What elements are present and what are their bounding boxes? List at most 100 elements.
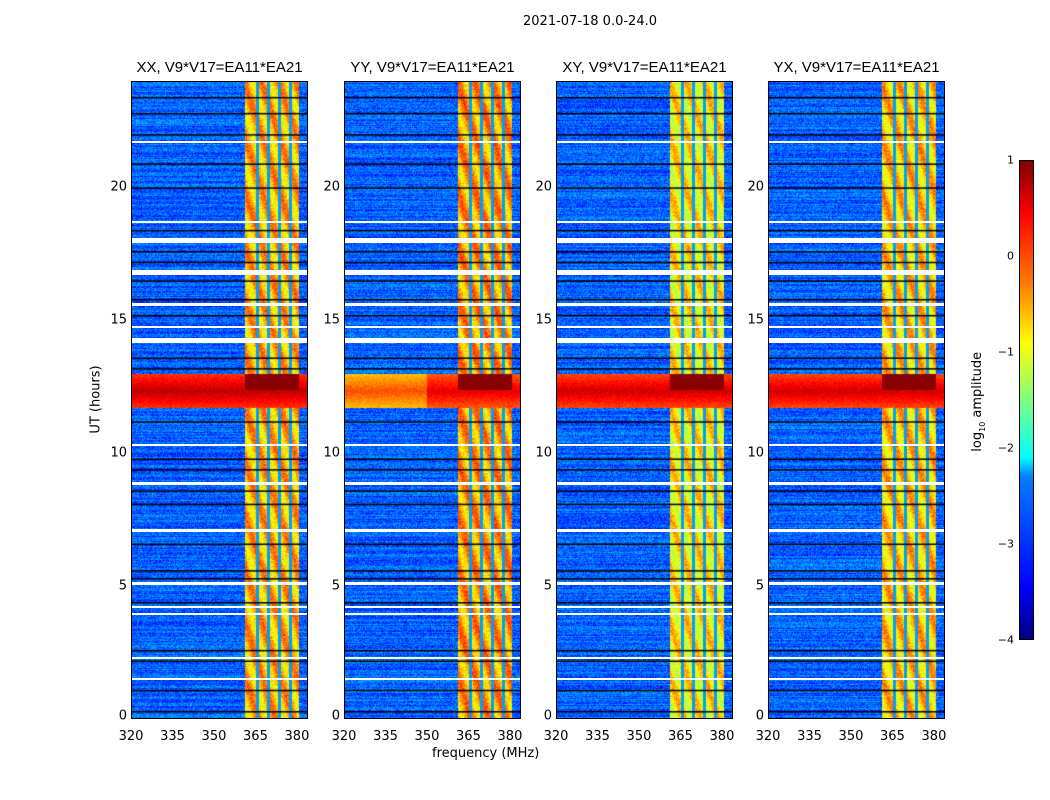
colorbar-label: log10 amplitude bbox=[970, 332, 990, 472]
colorbar-tick-label: 0 bbox=[1007, 249, 1014, 263]
x-tick-label: 335 bbox=[585, 729, 610, 744]
flagged-row bbox=[131, 677, 308, 681]
x-tick-label: 320 bbox=[331, 729, 357, 744]
colorbar-label-suffix: amplitude bbox=[970, 351, 986, 422]
colorbar-tick-label: −2 bbox=[997, 441, 1014, 455]
flagged-row bbox=[344, 582, 521, 585]
flagged-row bbox=[556, 606, 733, 609]
x-tick-label: 350 bbox=[838, 729, 864, 744]
colorbar-label-prefix: log bbox=[970, 431, 986, 452]
x-tick-label: 365 bbox=[456, 729, 481, 744]
flagged-row bbox=[556, 220, 733, 223]
y-tick-label: 5 bbox=[331, 578, 340, 594]
flagged-row bbox=[131, 302, 308, 306]
x-tick-label: 320 bbox=[118, 729, 144, 744]
flagged-row bbox=[131, 269, 308, 276]
y-tick-label: 5 bbox=[543, 578, 552, 594]
flagged-row bbox=[344, 302, 521, 306]
y-tick-label: 20 bbox=[110, 179, 127, 195]
flagged-row bbox=[131, 606, 308, 609]
flagged-row bbox=[556, 337, 733, 343]
flagged-row bbox=[768, 482, 945, 486]
flagged-row bbox=[344, 482, 521, 486]
y-tick-label: 0 bbox=[331, 708, 340, 724]
spectrogram-panel-2: YY, V9*V17=EA11*EA21 320 335 350 365 380 0 5 10 1… bbox=[323, 59, 522, 744]
flagged-row bbox=[131, 220, 308, 223]
heatmap-cells bbox=[768, 81, 945, 719]
y-tick-label: 10 bbox=[110, 445, 127, 461]
y-tick-label: 10 bbox=[323, 445, 340, 461]
y-tick-label: 20 bbox=[535, 179, 552, 195]
flagged-row bbox=[344, 269, 521, 276]
y-tick-label: 15 bbox=[747, 312, 764, 328]
colorbar-tick-label: 1 bbox=[1007, 153, 1014, 167]
panel-title: YY, V9*V17=EA11*EA21 bbox=[350, 59, 515, 76]
flagged-row bbox=[344, 443, 521, 446]
flagged-row bbox=[344, 656, 521, 659]
y-tick-label: 0 bbox=[118, 708, 127, 724]
y-tick-label: 0 bbox=[543, 708, 552, 724]
colorbar-tick-label: −3 bbox=[997, 537, 1014, 551]
x-tick-label: 350 bbox=[201, 729, 227, 744]
y-axis-label: UT (hours) bbox=[88, 365, 104, 434]
spectrogram-panel-4: YX, V9*V17=EA11*EA21 320 335 350 365 380 0 5 10 1… bbox=[747, 59, 946, 744]
y-tick-label: 10 bbox=[747, 445, 764, 461]
panel-title: XY, V9*V17=EA11*EA21 bbox=[562, 59, 727, 76]
x-axis-label: frequency (MHz) bbox=[432, 746, 540, 761]
flagged-row bbox=[556, 582, 733, 585]
flagged-row bbox=[556, 612, 733, 616]
flagged-row bbox=[556, 302, 733, 306]
colorbar-label-subscript: 10 bbox=[977, 421, 987, 432]
flagged-row bbox=[768, 656, 945, 659]
flagged-row bbox=[131, 612, 308, 616]
x-tick-label: 350 bbox=[414, 729, 440, 744]
flagged-row bbox=[768, 140, 945, 143]
flagged-row bbox=[344, 220, 521, 223]
flagged-row bbox=[131, 237, 308, 244]
flagged-row bbox=[131, 582, 308, 585]
flagged-row bbox=[556, 443, 733, 446]
flagged-row bbox=[344, 677, 521, 681]
flagged-row bbox=[344, 140, 521, 143]
flagged-row bbox=[556, 269, 733, 276]
x-tick-label: 380 bbox=[497, 729, 523, 744]
x-tick-label: 380 bbox=[921, 729, 947, 744]
flagged-row bbox=[768, 220, 945, 223]
x-tick-label: 365 bbox=[668, 729, 693, 744]
flagged-row bbox=[131, 482, 308, 486]
colorbar bbox=[1019, 160, 1034, 640]
heatmap-cells bbox=[344, 81, 521, 719]
flagged-row bbox=[131, 443, 308, 446]
y-tick-label: 0 bbox=[755, 708, 764, 724]
flagged-row bbox=[344, 237, 521, 244]
flagged-row bbox=[344, 325, 521, 329]
heatmap-cells bbox=[131, 81, 308, 719]
flagged-row bbox=[768, 269, 945, 276]
flagged-row bbox=[768, 677, 945, 681]
flagged-row bbox=[768, 612, 945, 616]
flagged-row bbox=[768, 528, 945, 532]
spectrogram-panel-1: XX, V9*V17=EA11*EA21 320 335 350 365 380 0 5 10 1… bbox=[110, 59, 309, 744]
x-tick-label: 380 bbox=[284, 729, 310, 744]
y-tick-label: 5 bbox=[755, 578, 764, 594]
flagged-row bbox=[768, 582, 945, 585]
y-tick-label: 20 bbox=[323, 179, 340, 195]
figure-title: 2021-07-18 0.0-24.0 bbox=[523, 14, 657, 29]
y-tick-label: 10 bbox=[535, 445, 552, 461]
panel-title: YX, V9*V17=EA11*EA21 bbox=[773, 59, 940, 76]
flagged-row bbox=[556, 325, 733, 329]
flagged-row bbox=[131, 528, 308, 532]
x-tick-label: 320 bbox=[755, 729, 781, 744]
x-tick-label: 335 bbox=[373, 729, 398, 744]
colorbar-tick-label: −4 bbox=[997, 633, 1014, 647]
x-tick-label: 380 bbox=[709, 729, 735, 744]
flagged-row bbox=[344, 606, 521, 609]
flagged-row bbox=[768, 337, 945, 343]
flagged-row bbox=[131, 337, 308, 343]
colorbar-tick-label: −1 bbox=[997, 345, 1014, 359]
heatmap-cells bbox=[556, 81, 733, 719]
spectrogram-panel-3: XY, V9*V17=EA11*EA21 320 335 350 365 380 0 5 10 1… bbox=[535, 59, 734, 744]
x-tick-label: 350 bbox=[626, 729, 652, 744]
flagged-row bbox=[556, 677, 733, 681]
flagged-row bbox=[556, 237, 733, 244]
